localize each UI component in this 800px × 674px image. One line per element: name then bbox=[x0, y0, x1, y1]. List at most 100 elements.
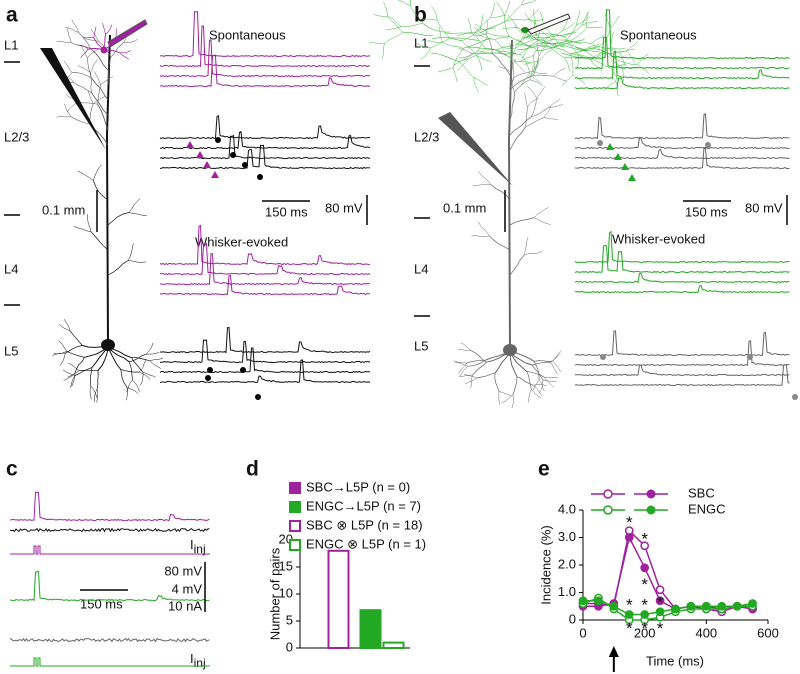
dendrite bbox=[463, 37, 492, 49]
dendrite bbox=[90, 231, 109, 251]
dendrite bbox=[575, 10, 581, 26]
dendrite bbox=[369, 42, 385, 44]
dendrite bbox=[575, 47, 605, 54]
dendrite bbox=[531, 60, 540, 75]
dendrite bbox=[552, 350, 562, 362]
dendrite bbox=[576, 53, 579, 70]
dendrite bbox=[449, 37, 480, 41]
dendrite bbox=[572, 74, 586, 85]
dendrite bbox=[466, 359, 486, 364]
dendrite bbox=[382, 43, 385, 59]
dendrite bbox=[102, 23, 106, 35]
dendrite bbox=[563, 25, 577, 44]
dendrite bbox=[533, 37, 548, 56]
dendrite bbox=[569, 46, 599, 55]
dendrite bbox=[515, 35, 526, 48]
dendrite bbox=[517, 27, 537, 39]
pipette bbox=[527, 13, 571, 35]
legend-marker bbox=[646, 505, 656, 515]
dendrite bbox=[457, 59, 468, 72]
dendrite bbox=[89, 367, 93, 387]
scale-label: 80 mV bbox=[745, 200, 783, 215]
dendrite bbox=[521, 35, 538, 39]
event-marker bbox=[211, 171, 219, 178]
y-tick-label: 15 bbox=[279, 558, 293, 573]
dendrite bbox=[82, 36, 94, 39]
dendrite bbox=[119, 52, 130, 60]
dendrite bbox=[66, 350, 85, 358]
dendrite bbox=[591, 57, 611, 69]
dendrite bbox=[430, 37, 450, 49]
dendrite bbox=[79, 369, 99, 372]
dendrite bbox=[531, 364, 544, 381]
dendrite bbox=[128, 361, 133, 381]
dendrite bbox=[125, 386, 128, 401]
dendrite bbox=[494, 36, 511, 40]
dendrite bbox=[509, 74, 534, 91]
dendrite bbox=[537, 34, 552, 42]
dendrite bbox=[384, 31, 404, 44]
trace bbox=[159, 11, 371, 58]
event-marker bbox=[255, 394, 261, 400]
current-sub: inj bbox=[194, 542, 206, 556]
dendrite bbox=[415, 43, 431, 49]
dendrite bbox=[514, 60, 531, 63]
event-marker bbox=[186, 141, 194, 148]
legend-label: ENGC bbox=[688, 501, 726, 516]
layer-label: L1 bbox=[414, 35, 428, 50]
dendrite bbox=[467, 48, 487, 60]
trace bbox=[574, 148, 790, 160]
dendrite bbox=[87, 57, 92, 78]
dendrite bbox=[97, 346, 109, 371]
dendrite bbox=[625, 51, 636, 64]
event-marker bbox=[230, 152, 236, 158]
annotation: * bbox=[657, 593, 664, 612]
trace bbox=[160, 144, 371, 170]
dendrite bbox=[543, 105, 552, 118]
dendrite bbox=[422, 22, 451, 33]
dendrite bbox=[66, 102, 78, 113]
dendrite bbox=[610, 15, 620, 29]
dendrite bbox=[544, 377, 554, 388]
dendrite bbox=[533, 384, 547, 387]
interneuron-soma bbox=[100, 46, 108, 54]
event-marker bbox=[240, 367, 246, 373]
legend-label: ENGC→L5P (n = 7) bbox=[306, 498, 421, 513]
dendrite bbox=[471, 235, 490, 237]
dendrite bbox=[530, 39, 552, 47]
dendrite bbox=[389, 16, 402, 27]
layer-label: L1 bbox=[4, 37, 18, 52]
dendrite bbox=[73, 82, 92, 93]
scale-label: 80 mV bbox=[325, 200, 363, 215]
dendrite bbox=[77, 44, 89, 50]
dendrite bbox=[52, 352, 66, 356]
event-marker bbox=[242, 162, 248, 168]
dendrite bbox=[486, 48, 517, 54]
dendrite bbox=[145, 351, 160, 355]
dendrite bbox=[498, 66, 512, 73]
dendrite bbox=[615, 80, 619, 97]
dendrite bbox=[533, 217, 551, 225]
event-marker bbox=[792, 394, 798, 400]
point bbox=[732, 601, 742, 611]
dendrite bbox=[386, 26, 402, 31]
dendrite bbox=[409, 5, 423, 24]
dendrite bbox=[409, 0, 411, 6]
dendrite bbox=[93, 26, 97, 38]
point bbox=[717, 601, 727, 611]
dendrite bbox=[69, 330, 83, 346]
x-tick-label: 400 bbox=[695, 625, 717, 640]
trace bbox=[574, 340, 790, 367]
dendrite bbox=[526, 371, 545, 378]
legend-marker bbox=[289, 520, 301, 532]
dendrite bbox=[512, 376, 518, 396]
dendrite bbox=[530, 97, 537, 117]
dendrite bbox=[616, 59, 638, 65]
dendrite bbox=[94, 71, 102, 85]
legend-marker bbox=[646, 489, 656, 499]
dendrite bbox=[569, 40, 592, 44]
dendrite bbox=[129, 212, 147, 216]
dendrite bbox=[527, 389, 532, 403]
trace bbox=[9, 637, 210, 643]
interneuron-soma bbox=[521, 27, 529, 33]
